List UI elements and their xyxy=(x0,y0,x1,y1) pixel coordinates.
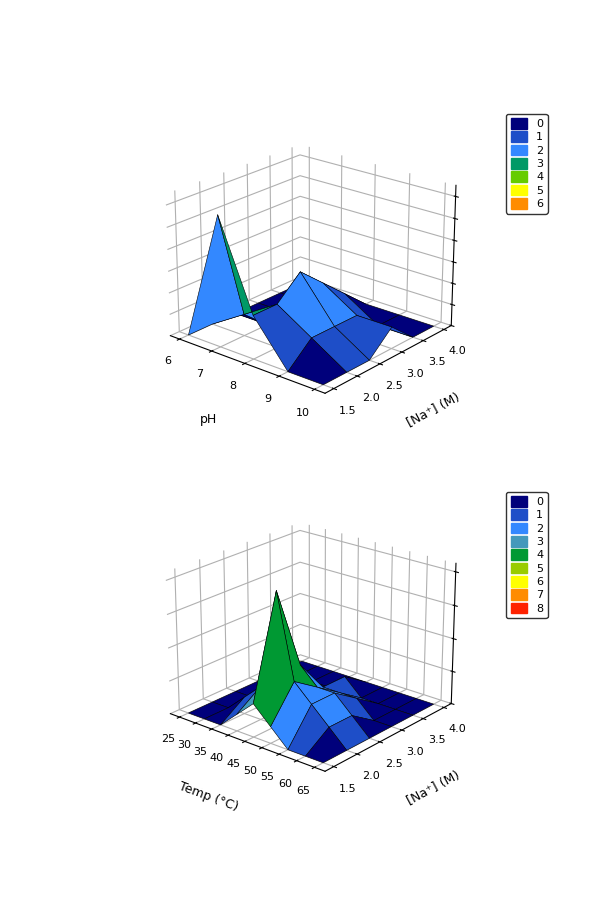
X-axis label: Temp (°C): Temp (°C) xyxy=(177,780,240,814)
Y-axis label: [Na⁺] (M): [Na⁺] (M) xyxy=(405,391,463,429)
X-axis label: pH: pH xyxy=(200,413,217,426)
Y-axis label: [Na⁺] (M): [Na⁺] (M) xyxy=(405,769,463,807)
Legend: 0, 1, 2, 3, 4, 5, 6: 0, 1, 2, 3, 4, 5, 6 xyxy=(506,113,548,213)
Legend: 0, 1, 2, 3, 4, 5, 6, 7, 8: 0, 1, 2, 3, 4, 5, 6, 7, 8 xyxy=(506,491,548,618)
